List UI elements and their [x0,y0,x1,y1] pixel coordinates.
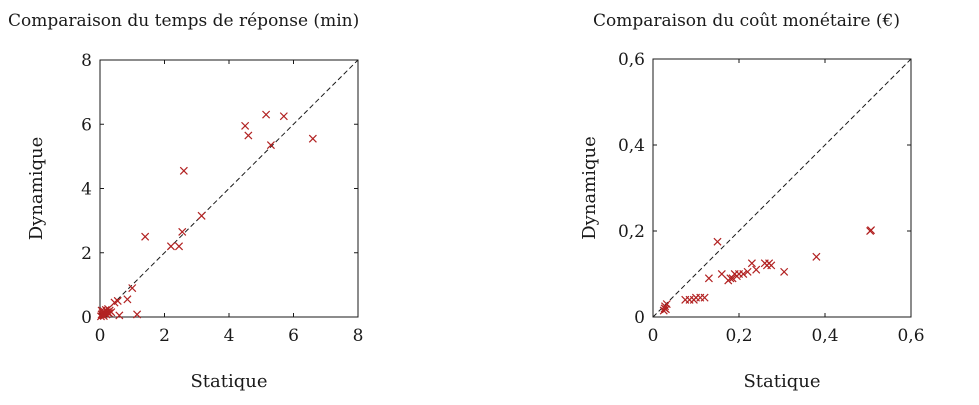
chart-2-title: Comparaison du coût monétaire (€) [593,11,900,31]
chart-2-x-tick-label: 0,2 [725,326,752,346]
chart-1-x-axis-label: Statique [190,371,267,392]
chart-2-plot-frame [652,58,912,318]
chart-1-x-tick-label: 4 [224,326,235,346]
chart-2-y-tick-label: 0,6 [618,50,645,70]
chart-1-x-tick-label: 0 [95,326,106,346]
chart-1-data-point [141,232,150,241]
chart-2-data-point [661,302,670,311]
chart-2-data-point [767,261,776,270]
chart-1-data-point [179,166,188,175]
chart-1-data-point [262,110,271,119]
chart-1-x-tick-label: 2 [159,326,170,346]
chart-2-y-tick-label: 0,2 [618,222,645,242]
chart-1-diagonal-line [99,59,359,318]
chart-1-data-point [279,112,288,121]
chart-1-y-tick-label: 2 [81,244,92,264]
chart-1-y-tick-label: 8 [81,51,92,71]
chart-1-x-tick-label: 6 [288,326,299,346]
chart-1-data-point [197,211,206,220]
chart-1-data-point [107,308,116,317]
chart-1-y-tick-label: 4 [81,180,92,200]
chart-2-data-point [752,265,761,274]
chart-1-data-point [166,242,175,251]
chart-2-x-tick-label: 0,4 [811,326,838,346]
chart-1-data-point [115,311,124,320]
chart-2-data-point [780,267,789,276]
chart-2-y-axis-label: Dynamique [579,136,600,240]
chart-2-data-point [717,269,726,279]
chart-2-data-point [747,259,756,268]
chart-1-data-point [128,284,137,293]
chart-1-data-point [105,309,114,318]
chart-2-data-point [704,274,713,283]
chart-2-data-point [700,293,709,302]
chart-1-data-point [244,131,253,140]
chart-1-y-tick-label: 6 [81,115,92,135]
chart-2-y-tick-label: 0 [634,308,645,328]
chart-2-x-tick-label: 0,6 [897,326,924,346]
chart-1-x-tick-label: 8 [353,326,364,346]
chart-1-data-point [174,242,184,251]
chart-1-data-point [241,121,250,130]
chart-2-data-point [739,269,748,279]
chart-1-data-point [99,312,108,321]
chart-2-data-point [728,274,737,283]
chart-1-data-point [113,296,122,305]
chart-2-data-point [713,237,722,246]
chart-1-data-point [97,306,106,315]
chart-1-data-point [133,310,142,319]
chart-1-data-point [178,227,187,236]
chart-2-y-tick-label: 0,4 [618,136,645,156]
chart-1-title: Comparaison du temps de réponse (min) [8,11,359,31]
chart-1-y-tick-label: 0 [81,308,92,328]
chart-2-diagonal-line [652,58,912,318]
chart-1-data-point [123,295,132,304]
chart-2-x-axis-label: Statique [743,371,820,392]
chart-2-data-point [812,252,821,261]
chart-2-data-point [743,267,752,276]
chart-2-data-point [866,226,876,235]
chart-1-data-point [266,141,275,150]
chart-2-x-tick-label: 0 [648,326,659,346]
chart-1-data-point [308,134,317,143]
chart-1-y-axis-label: Dynamique [26,137,47,241]
